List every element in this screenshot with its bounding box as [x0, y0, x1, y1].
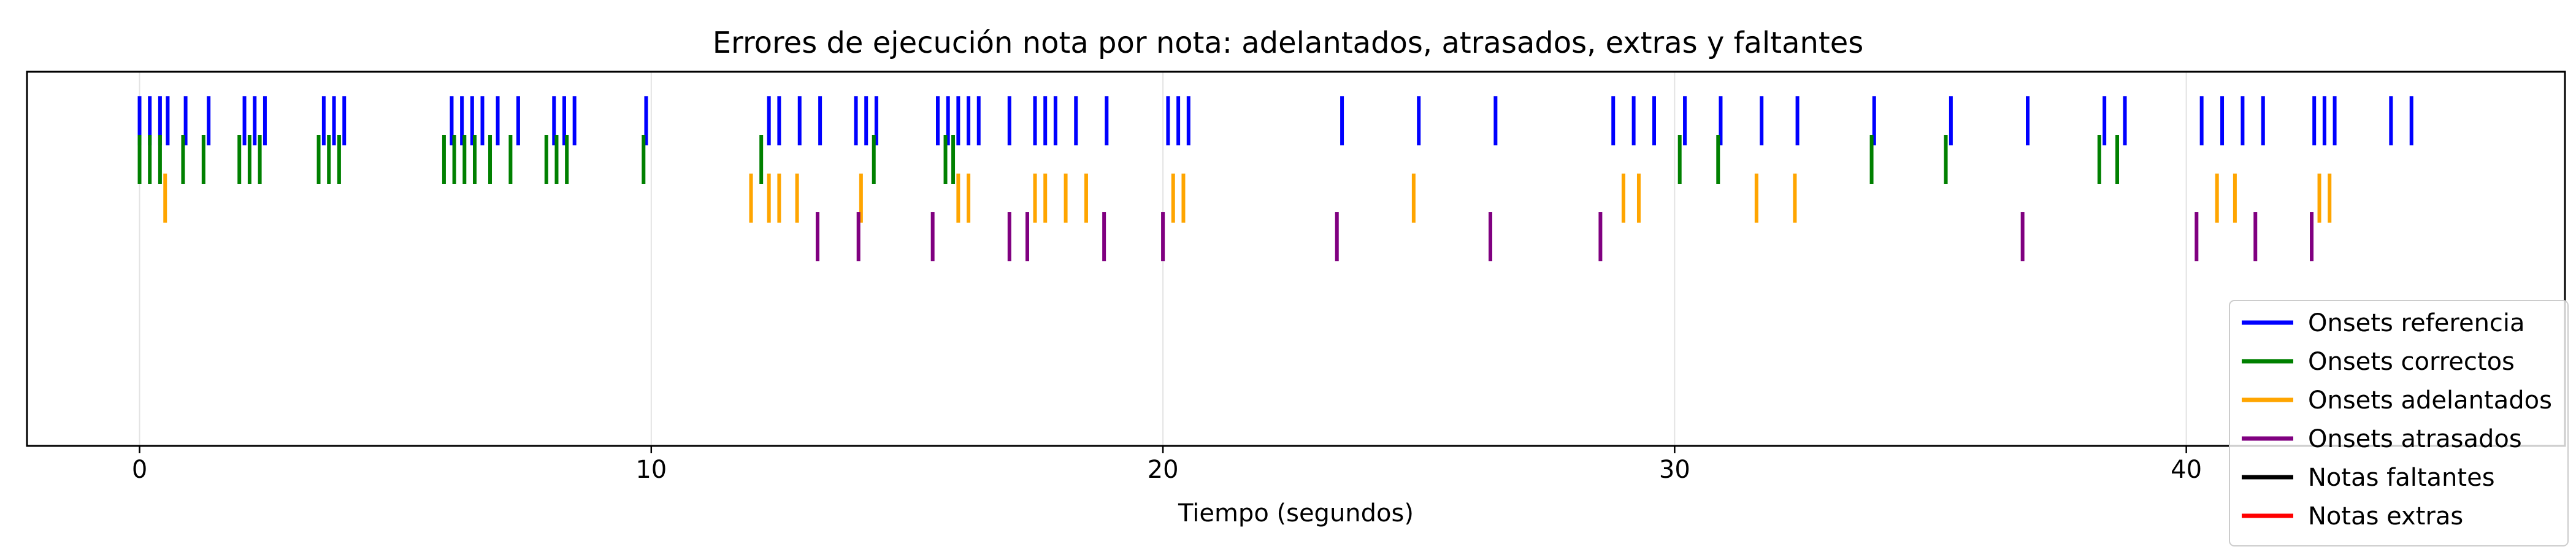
legend-label-0: Onsets referencia	[2308, 309, 2525, 337]
x-tick-label-0: 0	[132, 456, 147, 484]
legend: Onsets referencia Onsets correctos Onsets …	[2229, 300, 2569, 546]
legend-box	[2229, 300, 2569, 546]
event-marks	[137, 96, 2413, 261]
plot-area	[26, 71, 2566, 447]
x-axis: 0 10 20 30 40	[132, 446, 2202, 484]
x-tick-label-2: 20	[1148, 456, 1179, 484]
legend-label-2: Onsets adelantados	[2308, 386, 2552, 415]
x-tick-label-4: 40	[2171, 456, 2202, 484]
legend-label-5: Notas extras	[2308, 502, 2463, 531]
legend-label-4: Notas faltantes	[2308, 464, 2495, 492]
legend-label-1: Onsets correctos	[2308, 348, 2515, 376]
chart-title: Errores de ejecución nota por nota: adel…	[713, 26, 1864, 60]
x-axis-label: Tiempo (segundos)	[1178, 499, 1414, 527]
x-tick-label-3: 30	[1659, 456, 1690, 484]
x-tick-label-1: 10	[635, 456, 667, 484]
legend-label-3: Onsets atrasados	[2308, 425, 2522, 453]
